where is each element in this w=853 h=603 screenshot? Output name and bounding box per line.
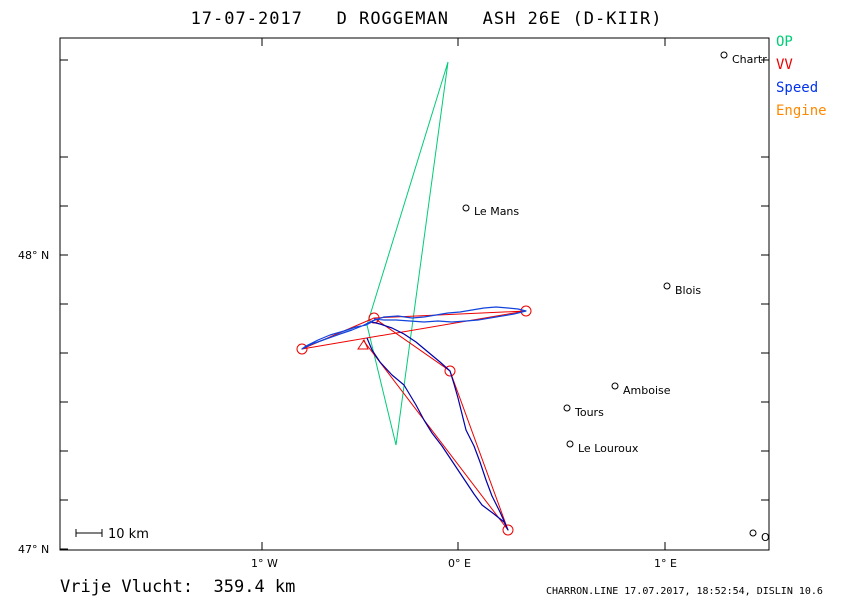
place-label-amboise: Amboise xyxy=(623,384,671,397)
distance-label: Vrije Vlucht: 359.4 km xyxy=(60,577,296,597)
flight-track-south xyxy=(366,321,509,531)
lon-label-0e: 0° E xyxy=(448,557,471,570)
place-marker-le-louroux xyxy=(566,440,574,448)
lat-label-47: 47° N xyxy=(18,543,49,556)
legend-vv: VV xyxy=(776,57,793,73)
place-marker-o xyxy=(749,529,757,537)
place-label-o: O xyxy=(761,531,770,544)
place-label-blois: Blois xyxy=(675,284,701,297)
legend-speed: Speed xyxy=(776,80,819,96)
scale-bar-label: 10 km xyxy=(108,527,149,542)
flight-track-north xyxy=(301,306,527,350)
place-marker-chartres xyxy=(720,51,728,59)
credit-label: CHARRON.LINE 17.07.2017, 18:52:54, DISLI… xyxy=(546,586,823,597)
lon-label-1w: 1° W xyxy=(251,557,278,570)
map-frame xyxy=(59,37,770,551)
lon-label-1e: 1° E xyxy=(654,557,677,570)
start-marker xyxy=(357,338,369,350)
place-marker-le-mans xyxy=(462,204,470,212)
place-marker-blois xyxy=(663,282,671,290)
place-label-tours: Tours xyxy=(574,406,604,419)
legend-engine: Engine xyxy=(776,103,827,119)
vv-turnpoint-mid xyxy=(444,365,456,377)
vv-leg-2 xyxy=(362,317,509,531)
place-marker-amboise xyxy=(611,382,619,390)
vv-turnpoint-south xyxy=(502,524,514,536)
vv-leg-1 xyxy=(301,310,527,350)
axis-ticks xyxy=(60,38,769,550)
chart-title: 17-07-2017 D ROGGEMAN ASH 26E (D-KIIR) xyxy=(190,9,663,29)
op-task-line xyxy=(366,61,449,446)
place-label-le-mans: Le Mans xyxy=(474,205,519,218)
legend-op: OP xyxy=(776,34,793,50)
vv-turnpoint-west xyxy=(296,343,308,355)
place-label-le-louroux: Le Louroux xyxy=(578,442,639,455)
lat-label-48: 48° N xyxy=(18,249,49,262)
vv-turnpoint-east xyxy=(520,305,532,317)
scale-bar: 10 km xyxy=(75,527,149,542)
place-marker-tours xyxy=(563,404,571,412)
place-label-chartres: Chartr xyxy=(732,53,767,66)
